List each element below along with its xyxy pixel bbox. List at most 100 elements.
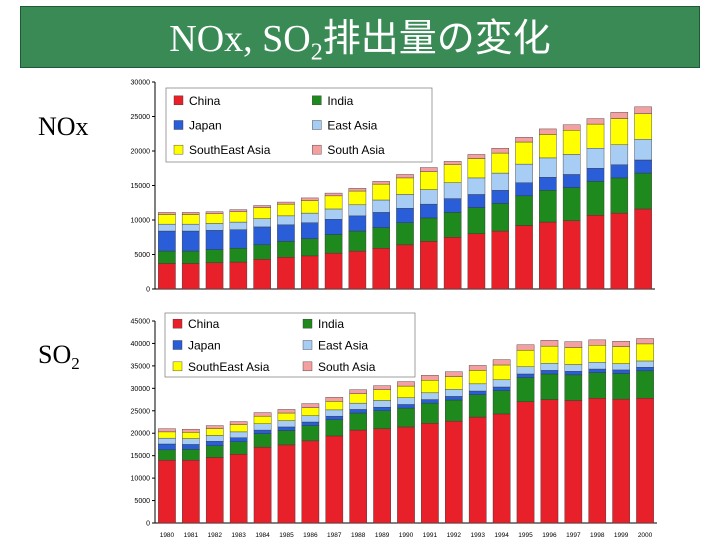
so2-bar-segment	[301, 440, 320, 524]
so2-bar-segment	[588, 345, 607, 363]
nox-bar-segment	[229, 248, 248, 263]
nox-bar-segment	[396, 194, 414, 209]
so2-x-tick-label: 1996	[542, 532, 557, 539]
nox-bar-segment	[586, 148, 605, 169]
so2-bar-segment	[516, 401, 535, 524]
so2-bar-segment	[588, 339, 607, 346]
so2-bar-segment	[468, 416, 487, 524]
nox-bar-segment	[420, 189, 438, 205]
so2-bar-segment	[516, 349, 535, 367]
nox-bar-segment	[443, 237, 462, 290]
nox-bar-segment	[158, 263, 176, 290]
nox-y-tick-label: 10000	[131, 218, 151, 225]
nox-bar-segment	[610, 164, 629, 179]
so2-bar-segment	[205, 428, 224, 436]
nox-bar-segment	[253, 226, 271, 246]
nox-bar-segment	[443, 198, 462, 213]
so2-bar-segment	[325, 409, 344, 417]
so2-bar-segment	[636, 343, 654, 362]
nox-bar-segment	[229, 229, 248, 249]
nox-bar-segment	[205, 262, 224, 290]
nox-bar-segment	[324, 208, 343, 220]
so2-bar-segment	[564, 347, 583, 365]
nox-y-tick-label: 0	[146, 287, 150, 294]
nox-bar-segment	[515, 225, 533, 290]
so2-bar-segment	[612, 363, 630, 371]
so2-bar-segment	[540, 340, 559, 347]
nox-bar-segment	[277, 241, 295, 258]
nox-legend-swatch	[312, 144, 322, 155]
nox-bar-segment	[467, 207, 486, 235]
so2-bar-segment	[229, 441, 248, 455]
so2-x-tick-label: 1983	[231, 532, 246, 539]
nox-bar-segment	[324, 195, 343, 210]
nox-bar-segment	[253, 259, 271, 290]
nox-bar-segment	[491, 172, 510, 191]
nox-bar-segment	[443, 182, 462, 199]
so2-bar-segment	[540, 399, 559, 524]
so2-bar-segment	[540, 345, 559, 364]
nox-bar-segment	[562, 187, 581, 221]
so2-row-label: SO2	[38, 340, 80, 374]
so2-y-tick-label: 5000	[134, 498, 150, 505]
nox-bar-segment	[443, 164, 462, 183]
so2-bar-segment	[397, 397, 415, 405]
so2-bar-segment	[229, 424, 248, 433]
nox-bar-segment	[324, 219, 343, 235]
nox-bar-segment	[277, 257, 295, 290]
so2-bar-segment	[445, 399, 463, 422]
so2-bar-segment	[421, 375, 439, 381]
nox-bar-segment	[253, 205, 271, 208]
nox-bar-segment	[277, 201, 295, 205]
so2-bar-segment	[564, 341, 583, 348]
nox-bar-segment	[491, 203, 510, 232]
so2-bar-segment	[468, 370, 487, 385]
nox-bar-segment	[324, 192, 343, 197]
so2-bar-segment	[540, 362, 559, 371]
so2-bar-segment	[325, 415, 344, 420]
so2-y-tick-label: 25000	[131, 408, 151, 415]
so2-bar-segment	[182, 449, 200, 461]
so2-bar-segment	[588, 372, 607, 399]
nox-bar-segment	[586, 118, 605, 125]
nox-bar-segment	[348, 215, 367, 232]
so2-bar-segment	[182, 444, 200, 450]
so2-y-tick-label: 10000	[131, 476, 151, 483]
so2-bar-segment	[636, 398, 654, 524]
so2-bar-segment	[636, 338, 654, 345]
so2-bar-segment	[182, 438, 200, 445]
so2-bar-segment	[445, 396, 463, 401]
so2-bar-segment	[492, 386, 511, 391]
nox-bar-segment	[420, 241, 438, 290]
so2-x-tick-label: 1990	[399, 532, 414, 539]
nox-bar-segment	[205, 230, 224, 250]
nox-bar-segment	[610, 112, 629, 119]
nox-bar-segment	[372, 199, 390, 213]
nox-bar-segment	[515, 182, 533, 197]
so2-bar-segment	[612, 373, 630, 400]
nox-bar-segment	[229, 209, 248, 212]
nox-bar-segment	[420, 217, 438, 242]
nox-bar-segment	[348, 230, 367, 252]
nox-legend-label: South Asia	[327, 143, 385, 157]
nox-bar-segment	[634, 113, 652, 140]
so2-bar-segment	[277, 444, 296, 524]
so2-y-tick-label: 20000	[131, 431, 151, 438]
so2-bar-segment	[301, 415, 320, 423]
nox-bar-segment	[420, 171, 438, 190]
so2-bar-segment	[492, 413, 511, 524]
so2-x-tick-label: 1994	[494, 532, 509, 539]
nox-bar-segment	[372, 181, 390, 185]
nox-bar-segment	[158, 214, 176, 225]
so2-bar-segment	[325, 419, 344, 437]
so2-bar-segment	[397, 385, 415, 398]
so2-legend-label: Japan	[188, 339, 221, 353]
so2-legend-swatch	[302, 340, 313, 350]
nox-bar-segment	[253, 207, 271, 219]
so2-bar-segment	[492, 379, 511, 388]
so2-bar-segment	[182, 459, 200, 524]
so2-bar-segment	[229, 454, 248, 524]
nox-bar-segment	[277, 215, 295, 226]
so2-bar-segment	[182, 432, 200, 439]
so2-bar-segment	[301, 425, 320, 442]
